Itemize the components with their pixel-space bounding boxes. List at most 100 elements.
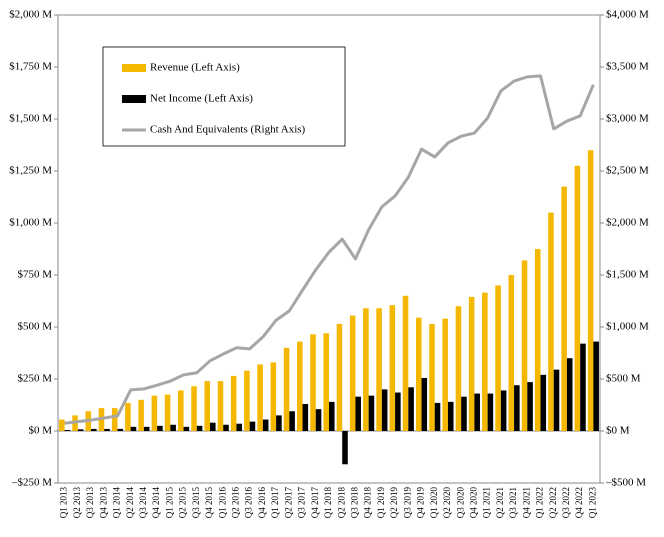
bar — [151, 395, 158, 431]
x-tick-label: Q2 2015 — [178, 487, 188, 519]
bar — [164, 394, 171, 431]
bar — [157, 425, 163, 431]
bar — [283, 347, 290, 431]
x-tick-label: Q3 2019 — [402, 487, 412, 519]
x-tick-label: Q2 2021 — [495, 487, 505, 518]
bar — [421, 377, 428, 431]
bar — [487, 393, 494, 431]
y-tick-label: $1,250 M — [9, 165, 52, 177]
bar — [117, 428, 124, 431]
y2-tick-label: $4,000 M — [606, 9, 649, 21]
bar — [342, 431, 348, 465]
bar — [521, 260, 528, 431]
bar — [461, 396, 467, 431]
y-tick-label: $0 M — [28, 425, 52, 437]
x-tick-label: Q4 2019 — [416, 487, 426, 519]
bar — [442, 318, 448, 431]
x-tick-label: Q3 2020 — [455, 487, 465, 519]
bar — [349, 315, 356, 431]
bar — [310, 334, 316, 431]
y2-tick-label: $0 M — [606, 425, 630, 437]
y-tick-label: $750 M — [17, 269, 52, 281]
bar — [593, 341, 599, 431]
x-tick-label: Q2 2022 — [548, 487, 558, 518]
bar — [548, 212, 554, 431]
x-tick-label: Q3 2016 — [244, 487, 254, 519]
y-tick-label: $1,750 M — [9, 61, 52, 73]
bar — [183, 426, 190, 431]
bar — [514, 385, 520, 431]
bar — [323, 333, 329, 431]
bar — [429, 323, 435, 431]
x-tick-label: Q2 2017 — [283, 487, 293, 519]
bar — [257, 364, 263, 431]
bar — [376, 308, 382, 431]
legend-label: Cash And Equivalents (Right Axis) — [150, 124, 306, 136]
x-tick-label: Q3 2015 — [191, 487, 201, 519]
x-tick-label: Q4 2021 — [521, 487, 531, 518]
bar — [534, 249, 541, 431]
x-tick-label: Q1 2013 — [59, 487, 69, 519]
bar — [276, 415, 282, 431]
bar — [355, 396, 361, 431]
bar — [474, 393, 480, 431]
x-tick-label: Q1 2017 — [270, 487, 280, 519]
bar — [447, 401, 454, 431]
legend-label: Revenue (Left Axis) — [150, 62, 240, 74]
x-tick-label: Q1 2018 — [323, 487, 333, 519]
bar — [580, 343, 586, 431]
legend-label: Net Income (Left Axis) — [150, 93, 253, 105]
x-tick-label: Q3 2021 — [508, 487, 518, 518]
x-tick-label: Q3 2017 — [297, 487, 307, 519]
line — [64, 74, 595, 425]
y2-tick-label: $1,500 M — [606, 269, 649, 281]
bar — [297, 341, 303, 431]
x-tick-label: Q2 2013 — [72, 487, 82, 519]
bar — [368, 395, 375, 431]
x-tick-label: Q1 2023 — [587, 487, 597, 519]
x-tick-label: Q1 2015 — [164, 487, 174, 519]
x-tick-label: Q3 2018 — [350, 487, 360, 519]
bar — [587, 150, 594, 431]
bar — [455, 306, 462, 431]
bar — [389, 305, 396, 431]
bar — [289, 411, 295, 431]
x-tick-label: Q4 2014 — [151, 487, 161, 519]
bar — [574, 165, 581, 432]
y2-tick-label: $3,500 M — [606, 61, 649, 73]
bar — [143, 426, 150, 431]
bar — [434, 402, 441, 431]
x-tick-label: Q1 2016 — [217, 487, 227, 519]
x-tick-label: Q3 2022 — [561, 487, 571, 518]
bar — [125, 402, 131, 431]
bar — [566, 358, 573, 431]
bar — [363, 308, 369, 431]
bar — [223, 424, 229, 431]
bar — [64, 429, 71, 431]
bar — [415, 317, 422, 431]
bar — [217, 381, 224, 431]
x-tick-label: Q3 2013 — [85, 487, 95, 519]
bar — [230, 375, 237, 431]
x-tick-label: Q4 2022 — [574, 487, 584, 518]
x-tick-label: Q1 2022 — [535, 487, 545, 518]
y2-tick-label: $2,000 M — [606, 217, 649, 229]
y2-tick-label: $2,500 M — [606, 165, 649, 177]
bar — [315, 409, 322, 431]
bar — [104, 428, 110, 431]
bar — [249, 421, 256, 431]
bar — [336, 323, 343, 431]
y-tick-label: $1,500 M — [9, 113, 52, 125]
bar — [204, 381, 211, 431]
y-tick-label: –$250 M — [11, 477, 52, 489]
bar — [500, 390, 507, 431]
x-tick-label: Q2 2019 — [389, 487, 399, 519]
y-tick-label: $500 M — [17, 321, 52, 333]
x-tick-label: Q4 2017 — [310, 487, 320, 519]
bar — [302, 403, 309, 431]
bar — [196, 425, 203, 431]
bar — [395, 392, 401, 431]
bar — [495, 285, 501, 431]
bar — [77, 429, 84, 431]
